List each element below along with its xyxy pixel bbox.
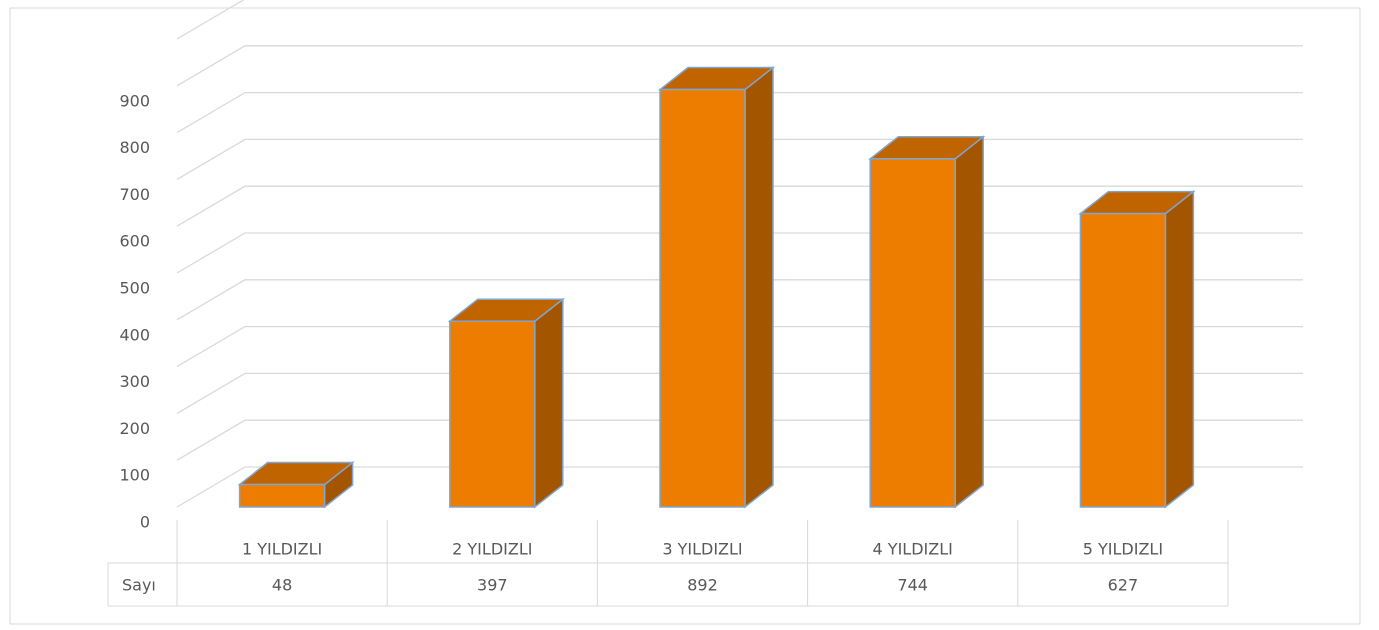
- bar-side: [744, 66, 774, 509]
- y-tick-label: 800: [119, 138, 150, 157]
- grid-line: [176, 45, 1303, 87]
- y-tick-label: 700: [119, 185, 150, 204]
- x-tick-label: 3 YILDIZLI: [662, 540, 742, 559]
- bar: [1079, 212, 1167, 508]
- y-tick-label: 200: [119, 419, 150, 438]
- y-tick-label: 900: [119, 91, 150, 110]
- x-tick-label: 5 YILDIZLI: [1083, 540, 1163, 559]
- table-value: 397: [477, 576, 508, 595]
- y-tick-label: 300: [119, 372, 150, 391]
- x-tick-label: 4 YILDIZLI: [873, 540, 953, 559]
- bar: [238, 483, 326, 508]
- table-value: 48: [272, 576, 292, 595]
- table-value: 892: [687, 576, 718, 595]
- y-tick-label: 100: [119, 466, 150, 485]
- table-value: 627: [1108, 576, 1139, 595]
- table-value: 744: [897, 576, 928, 595]
- grid-line: [176, 91, 1303, 134]
- y-tick-label: 600: [119, 232, 150, 251]
- bar: [659, 88, 746, 508]
- y-tick-label: 500: [119, 279, 150, 298]
- wall-edge: [176, 0, 245, 40]
- bar-side: [534, 297, 564, 509]
- x-tick-label: 2 YILDIZLI: [452, 540, 532, 559]
- y-tick-label: 400: [119, 325, 150, 344]
- bar-side: [1164, 190, 1195, 509]
- bar-side: [954, 135, 984, 509]
- series-name: Sayı: [122, 576, 156, 595]
- y-tick-label: 0: [140, 513, 150, 532]
- bar: [449, 320, 536, 508]
- x-tick-label: 1 YILDIZLI: [242, 540, 322, 559]
- bar: [869, 158, 956, 508]
